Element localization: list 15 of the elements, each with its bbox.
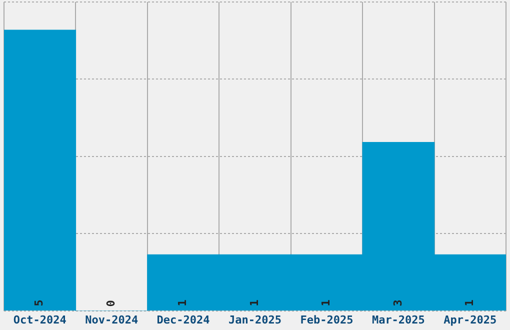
x-tick-label: Jan-2025: [228, 313, 282, 326]
data-label: 1: [176, 299, 190, 306]
x-tick-label: Dec-2024: [156, 313, 210, 326]
x-tick-label: Mar-2025: [372, 313, 425, 326]
x-tick-label: Oct-2024: [13, 313, 67, 326]
data-label: 0: [104, 300, 118, 307]
x-tick-label: Apr-2025: [444, 313, 497, 326]
data-label: 1: [320, 299, 333, 306]
x-tick-label: Feb-2025: [300, 313, 354, 326]
data-label: 3: [391, 300, 404, 306]
data-label: 5: [32, 300, 46, 306]
bar: [4, 30, 76, 311]
data-label: 1: [463, 299, 476, 306]
data-label: 1: [248, 299, 261, 306]
x-tick-label: Nov-2024: [85, 313, 138, 326]
